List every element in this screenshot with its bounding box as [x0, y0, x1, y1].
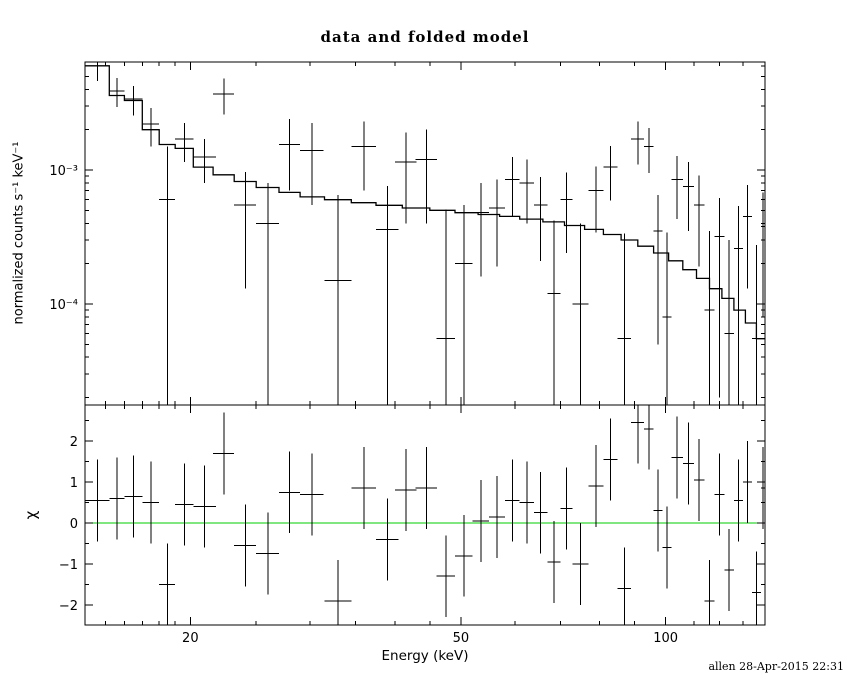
x-tick-label: 100: [653, 631, 678, 646]
x-tick-label: 20: [182, 631, 199, 646]
y-axis-label-top: normalized counts s⁻¹ keV⁻¹: [11, 141, 27, 325]
axis-ticks: [85, 62, 766, 625]
chi-tick-label: 1: [70, 476, 78, 491]
x-tick-label: 50: [453, 631, 470, 646]
bottom-panel-frame: [84, 404, 766, 626]
model-line: [85, 65, 765, 340]
chi-tick-label: 0: [70, 517, 78, 532]
y-tick-label: 10⁻⁴: [49, 298, 78, 313]
top-panel-frame: [84, 61, 766, 406]
chi-tick-label: −2: [59, 599, 78, 614]
x-axis-label: Energy (keV): [381, 648, 469, 664]
spectrum-points: [85, 62, 765, 405]
residual-points: [85, 405, 765, 625]
plot-title: data and folded model: [320, 28, 530, 46]
y-tick-label: 10⁻³: [49, 164, 78, 179]
chi-tick-label: −1: [59, 558, 78, 573]
y-axis-label-chi: χ: [22, 510, 40, 520]
chi-tick-label: 2: [70, 435, 78, 450]
timestamp-label: allen 28-Apr-2015 22:31: [708, 660, 844, 673]
